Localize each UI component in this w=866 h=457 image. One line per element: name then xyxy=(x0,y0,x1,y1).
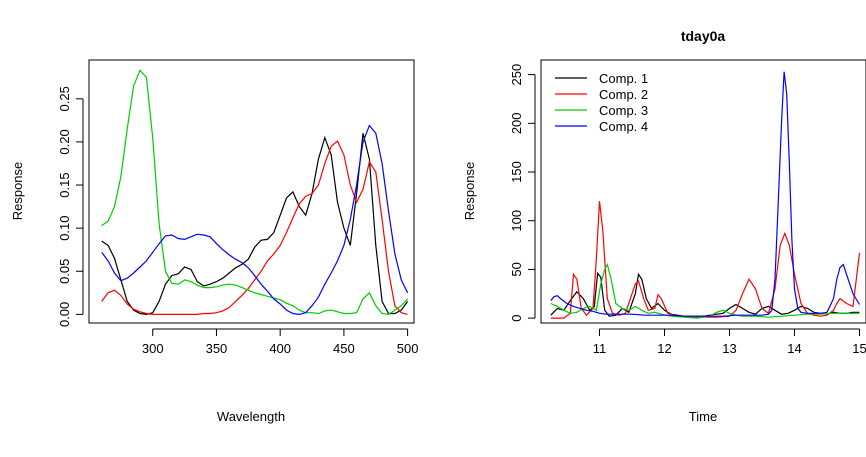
y-tick-label: 150 xyxy=(509,161,524,183)
plot-frame xyxy=(540,59,866,324)
y-tick-label: 0.15 xyxy=(57,172,72,197)
series-line-4 xyxy=(550,71,861,317)
chart-title: tday0a xyxy=(681,28,726,44)
plot-frame xyxy=(88,59,415,324)
series-line-1 xyxy=(101,133,409,316)
x-tick-label: 500 xyxy=(397,341,419,356)
x-tick-label: 400 xyxy=(269,341,291,356)
x-axis: 300 350 400 450 500 xyxy=(142,328,419,356)
legend-entry: Comp. 2 xyxy=(599,87,648,102)
legend-entry: Comp. 1 xyxy=(599,71,648,86)
series-line-2 xyxy=(101,140,408,315)
y-tick-label: 100 xyxy=(509,210,524,232)
x-tick-label: 11 xyxy=(593,341,607,356)
series-line-3 xyxy=(101,69,409,316)
series-lines xyxy=(101,69,409,316)
x-tick-label: 14 xyxy=(787,341,801,356)
x-tick-label: 15 xyxy=(852,341,866,356)
legend-entry: Comp. 3 xyxy=(599,103,648,118)
y-axis: 0 50 100 150 200 250 xyxy=(509,64,536,322)
legend-entry: Comp. 4 xyxy=(599,119,648,134)
x-axis-label: Time xyxy=(689,409,717,424)
x-tick-label: 350 xyxy=(206,341,228,356)
timecourse-plot: 11 12 13 14 15 0 50 100 150 200 250 tday0a Time R… xyxy=(462,28,866,424)
x-tick-label: 300 xyxy=(142,341,164,356)
y-tick-label: 200 xyxy=(509,112,524,134)
y-tick-label: 0.05 xyxy=(57,259,72,284)
series-line-2 xyxy=(550,201,861,319)
series-line-1 xyxy=(550,271,860,317)
x-axis-label: Wavelength xyxy=(217,409,285,424)
series-line-3 xyxy=(550,262,860,319)
series-line-4 xyxy=(101,124,409,316)
y-tick-label: 0.00 xyxy=(57,302,72,327)
y-tick-label: 0.25 xyxy=(57,86,72,111)
series-lines xyxy=(550,71,861,319)
y-axis-label: Response xyxy=(462,162,477,221)
y-axis-label: Response xyxy=(10,162,25,221)
y-tick-label: 0.20 xyxy=(57,129,72,154)
y-tick-label: 250 xyxy=(509,64,524,86)
y-tick-label: 0.10 xyxy=(57,215,72,240)
spectra-plot: 300 350 400 450 500 0.00 0.05 0.10 0.15 0.20 0.25… xyxy=(10,59,419,424)
y-tick-label: 0 xyxy=(509,315,524,322)
y-tick-label: 50 xyxy=(509,262,524,276)
x-tick-label: 13 xyxy=(722,341,736,356)
x-tick-label: 450 xyxy=(333,341,355,356)
y-axis: 0.00 0.05 0.10 0.15 0.20 0.25 xyxy=(57,86,84,327)
x-tick-label: 12 xyxy=(657,341,671,356)
x-axis: 11 12 13 14 15 xyxy=(593,328,866,356)
